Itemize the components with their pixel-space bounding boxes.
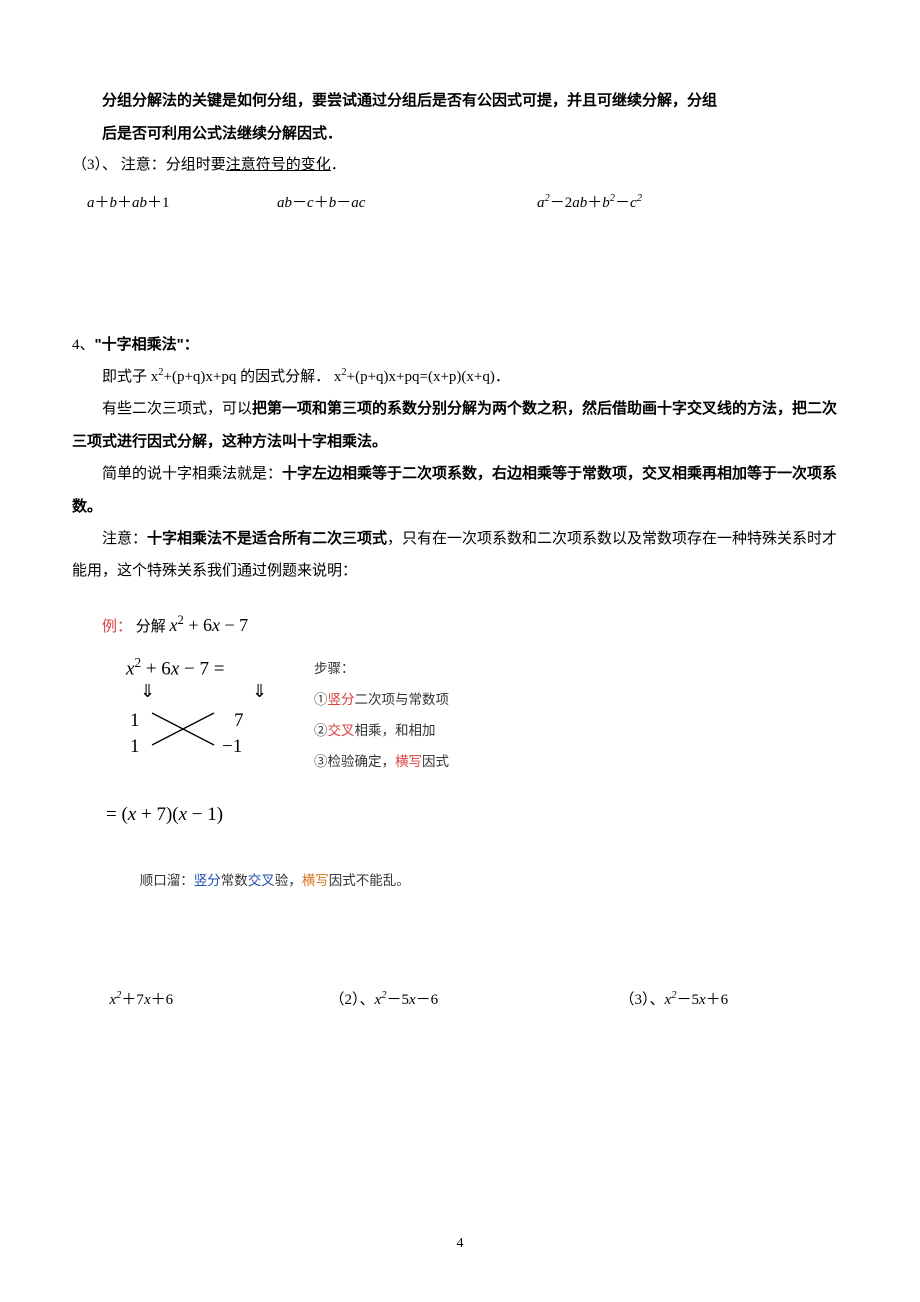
step-3: ③检验确定，横写因式: [314, 746, 449, 777]
note-paragraph: （3）、 注意：分组时要注意符号的变化．: [72, 150, 848, 182]
motto-line: 顺口溜：竖分常数交叉验，横写因式不能乱。: [140, 867, 848, 895]
key-line1: 分组分解法的关键是如何分组，要尝试通过分组后是否有公因式可提，并且可继续分解，分…: [102, 92, 717, 109]
steps-title: 步骤：: [314, 653, 449, 684]
formula-1: a＋b＋ab＋1: [87, 188, 277, 220]
cross-bl: 1: [130, 727, 140, 767]
example-title: 例： 分解 x2 + 6x − 7: [102, 607, 848, 645]
para-4d: 注意：十字相乘法不是适合所有二次三项式，只有在一次项系数和二次项系数以及常数项存…: [72, 523, 848, 587]
cross-br: −1: [222, 727, 242, 767]
step-1: ①竖分二次项与常数项: [314, 684, 449, 715]
bottom-formula-3: （3）、x2－5x＋6: [620, 985, 849, 1017]
page-number: 4: [0, 1229, 920, 1258]
step-2: ②交叉相乘，和相加: [314, 715, 449, 746]
bottom-formula-1: x2＋7x＋6: [110, 985, 330, 1017]
key-paragraph-line2: 后是否可利用公式法继续分解因式．: [72, 118, 848, 151]
key-paragraph: 分组分解法的关键是如何分组，要尝试通过分组后是否有公因式可提，并且可继续分解，分…: [72, 85, 848, 118]
note-pre: （3）、 注意：分组时要: [72, 157, 226, 173]
note-post: ．: [331, 157, 346, 173]
down-arrow-icon: ⇓: [252, 673, 267, 711]
para-4d-bold: 十字相乘法不是适合所有二次三项式: [147, 530, 387, 547]
example-label: 例：: [102, 619, 132, 635]
note-underline: 注意符号的变化: [226, 157, 331, 173]
eq-result: = (x + 7)(x − 1): [106, 795, 223, 835]
para-4c: 简单的说十字相乘法就是：十字左边相乘等于二次项系数，右边相乘等于常数项，交叉相乘…: [72, 458, 848, 523]
bottom-formula-2: （2）、x2－5x－6: [330, 985, 620, 1017]
heading-title: "十字相乘法"：: [95, 336, 199, 353]
section-heading-4: 4、"十字相乘法"：: [72, 329, 848, 362]
example-text: 分解: [136, 619, 170, 635]
key-line2: 后是否可利用公式法继续分解因式．: [102, 125, 342, 142]
formula-row-1: a＋b＋ab＋1 ab－c＋b－ac a2－2ab＋b2－c2: [72, 188, 848, 220]
formula-3: a2－2ab＋b2－c2: [537, 188, 848, 220]
example-block: 例： 分解 x2 + 6x − 7 x2 + 6x − 7 = ⇓ ⇓ 1 1 …: [102, 607, 848, 895]
cross-method-diagram: x2 + 6x − 7 = ⇓ ⇓ 1 1 7 −1 = (x + 7)(x −…: [102, 649, 562, 859]
formula-row-2: x2＋7x＋6 （2）、x2－5x－6 （3）、x2－5x＋6: [72, 985, 848, 1017]
formula-2: ab－c＋b－ac: [277, 188, 537, 220]
heading-num: 4、: [72, 337, 95, 353]
cross-lines-icon: [148, 705, 220, 753]
example-expr: x2 + 6x − 7: [170, 615, 249, 635]
steps-block: 步骤： ①竖分二次项与常数项 ②交叉相乘，和相加 ③检验确定，横写因式: [314, 653, 449, 777]
para-4b: 有些二次三项式，可以把第一项和第三项的系数分别分解为两个数之积，然后借助画十字交…: [72, 393, 848, 458]
para-4a: 即式子 x2+(p+q)x+pq 的因式分解． x2+(p+q)x+pq=(x+…: [72, 362, 848, 394]
